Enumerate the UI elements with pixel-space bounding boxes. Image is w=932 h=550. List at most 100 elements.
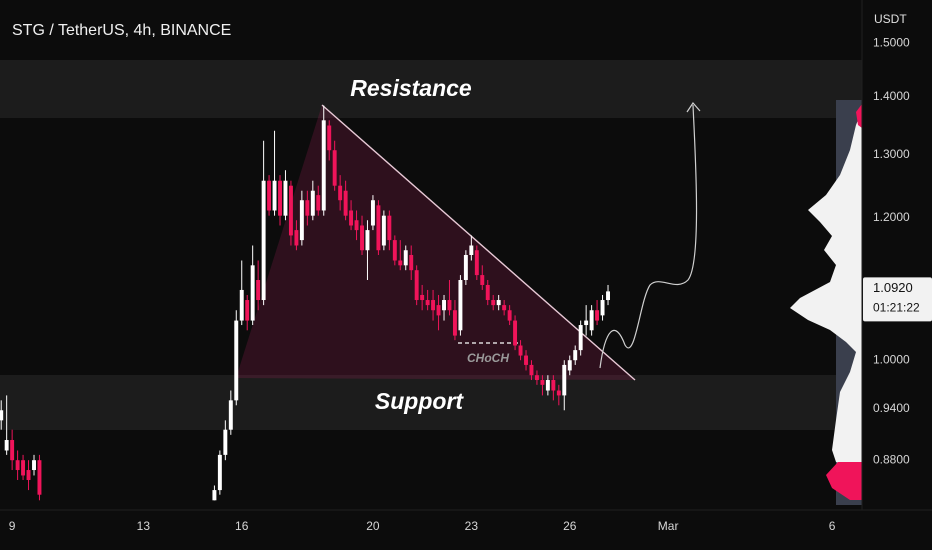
- candle-body: [37, 460, 42, 495]
- candle-body: [595, 310, 600, 321]
- candle-body: [10, 440, 15, 461]
- trendline: [321, 104, 636, 381]
- candle-body: [234, 320, 239, 401]
- candle-body: [502, 305, 507, 311]
- x-tick-label: 26: [563, 519, 577, 533]
- price-label: 1.0920: [873, 280, 913, 295]
- candle-body: [228, 400, 233, 430]
- candle-body: [562, 364, 567, 396]
- candle-body: [223, 429, 228, 455]
- y-axis-unit: USDT: [874, 12, 907, 26]
- candle-body: [245, 300, 250, 321]
- candle-body: [463, 255, 468, 281]
- candle-body: [518, 345, 523, 356]
- support-zone: [0, 375, 862, 430]
- x-tick-label: 20: [366, 519, 380, 533]
- candle-body: [452, 310, 457, 336]
- candle-body: [534, 375, 539, 381]
- candle-body: [485, 284, 490, 301]
- price-label-box: [863, 277, 932, 322]
- x-tick-label: 9: [9, 519, 16, 533]
- candle-body: [551, 380, 556, 391]
- candle-body: [332, 150, 337, 186]
- candle-body: [261, 180, 266, 301]
- candle-body: [447, 300, 452, 311]
- candle-body: [578, 325, 583, 351]
- candle-body: [370, 200, 375, 226]
- candle-body: [217, 454, 222, 491]
- candle-body: [288, 185, 293, 236]
- candle-body: [474, 250, 479, 276]
- y-tick-label: 0.8800: [873, 452, 910, 466]
- countdown: 01:21:22: [873, 301, 920, 315]
- chart-title: STG / TetherUS, 4h, BINANCE: [12, 22, 231, 39]
- y-tick-label: 1.0000: [873, 352, 910, 366]
- candle-body: [21, 460, 26, 476]
- candle-body: [283, 180, 288, 216]
- candle-body: [321, 120, 326, 211]
- candle-body: [606, 291, 610, 301]
- candle-body: [0, 410, 4, 421]
- candle-body: [392, 240, 397, 261]
- candle-body: [316, 195, 321, 211]
- candle-body: [600, 300, 605, 316]
- candle-body: [480, 275, 485, 285]
- volume-profile-low: [826, 462, 862, 500]
- y-tick-label: 1.2000: [873, 210, 910, 224]
- candle-body: [589, 310, 594, 331]
- x-tick-label: 16: [235, 519, 249, 533]
- candle-body: [469, 245, 474, 256]
- candle-body: [305, 200, 310, 216]
- candle-body: [409, 255, 414, 271]
- candle-body: [414, 270, 419, 301]
- x-tick-label: Mar: [658, 519, 679, 533]
- candle-body: [491, 300, 496, 306]
- y-tick-label: 1.3000: [873, 147, 910, 161]
- candle-body: [365, 230, 370, 251]
- candle-body: [26, 470, 31, 480]
- candle-body: [431, 300, 436, 311]
- y-tick-label: 1.4000: [873, 89, 910, 103]
- candle-body: [540, 380, 545, 385]
- volume-profile: [790, 110, 862, 470]
- candle-body: [556, 390, 561, 396]
- candle-body: [584, 320, 589, 326]
- candle-body: [403, 250, 408, 266]
- candle-body: [338, 185, 343, 201]
- candle-body: [278, 180, 282, 216]
- candle-body: [32, 460, 36, 471]
- candle-body: [425, 300, 430, 306]
- candle-body: [436, 305, 441, 316]
- candle-body: [349, 210, 354, 226]
- candle-body: [360, 225, 364, 251]
- candle-body: [420, 294, 425, 301]
- candle-body: [212, 490, 217, 501]
- choch-label: CHoCH: [467, 351, 509, 365]
- candle-body: [267, 180, 272, 211]
- candle-body: [327, 125, 332, 151]
- candle-body: [250, 265, 255, 321]
- candle-body: [524, 355, 528, 365]
- x-tick-label: 23: [465, 519, 479, 533]
- candle-body: [310, 190, 315, 216]
- candle-body: [376, 205, 381, 251]
- candle-body: [507, 310, 512, 321]
- candle-body: [381, 215, 386, 246]
- x-tick-label: 13: [137, 519, 151, 533]
- projection-arrow: [686, 102, 701, 113]
- candle-body: [387, 215, 392, 241]
- resistance-label: Resistance: [350, 75, 472, 101]
- x-tick-label: 6: [829, 519, 836, 533]
- candle-body: [442, 300, 446, 311]
- candle-body: [343, 190, 348, 216]
- support-label: Support: [375, 388, 464, 414]
- y-tick-label: 0.9400: [873, 401, 910, 415]
- candle-body: [239, 289, 244, 321]
- candle-body: [496, 300, 501, 306]
- candle-body: [299, 200, 304, 241]
- volume-profile-high: [856, 104, 862, 128]
- candle-body: [354, 220, 359, 231]
- y-tick-label: 1.5000: [873, 35, 910, 49]
- candle-body: [545, 380, 550, 391]
- candle-body: [398, 260, 403, 266]
